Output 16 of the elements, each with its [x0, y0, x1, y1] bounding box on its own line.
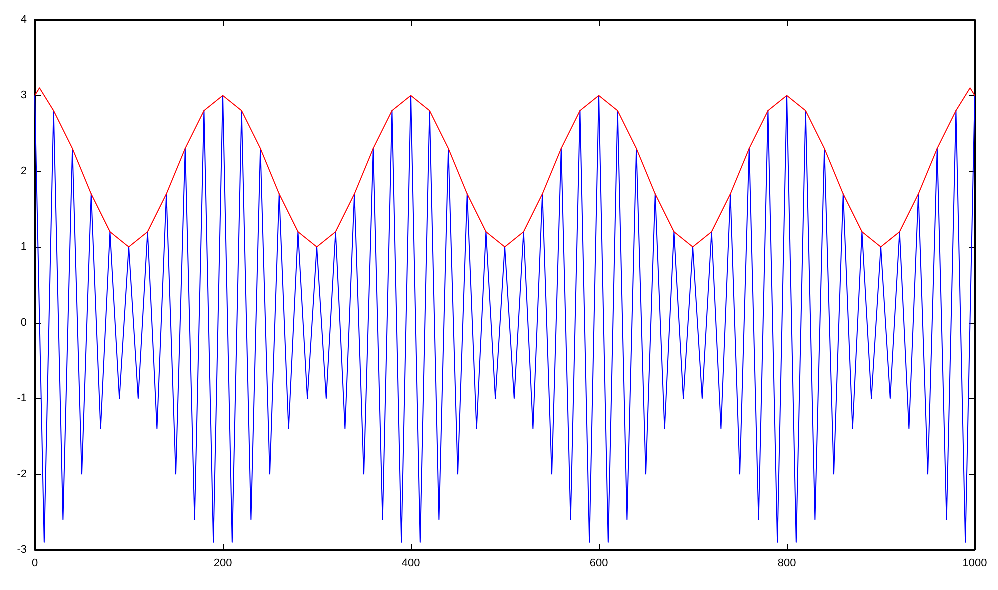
y-tick-label: 2: [20, 165, 27, 178]
x-tick-label: 1000: [962, 558, 988, 570]
y-tick-label: 1: [20, 241, 27, 254]
line-series: [34, 95, 976, 543]
x-tick-label: 400: [402, 558, 420, 570]
x-tick-label: 200: [214, 558, 232, 570]
y-tick-label: -3: [17, 544, 27, 556]
x-tick-label: 600: [590, 558, 608, 570]
y-tick-label: 3: [20, 90, 27, 102]
y-tick-label: 4: [20, 14, 27, 26]
y-tick-label: 0: [20, 316, 27, 329]
x-tick-label: 0: [32, 558, 38, 570]
x-tick-label: 800: [778, 558, 796, 570]
y-tick-label: -2: [17, 468, 27, 480]
y-tick-label: -1: [17, 392, 27, 405]
line-series: [34, 88, 976, 248]
